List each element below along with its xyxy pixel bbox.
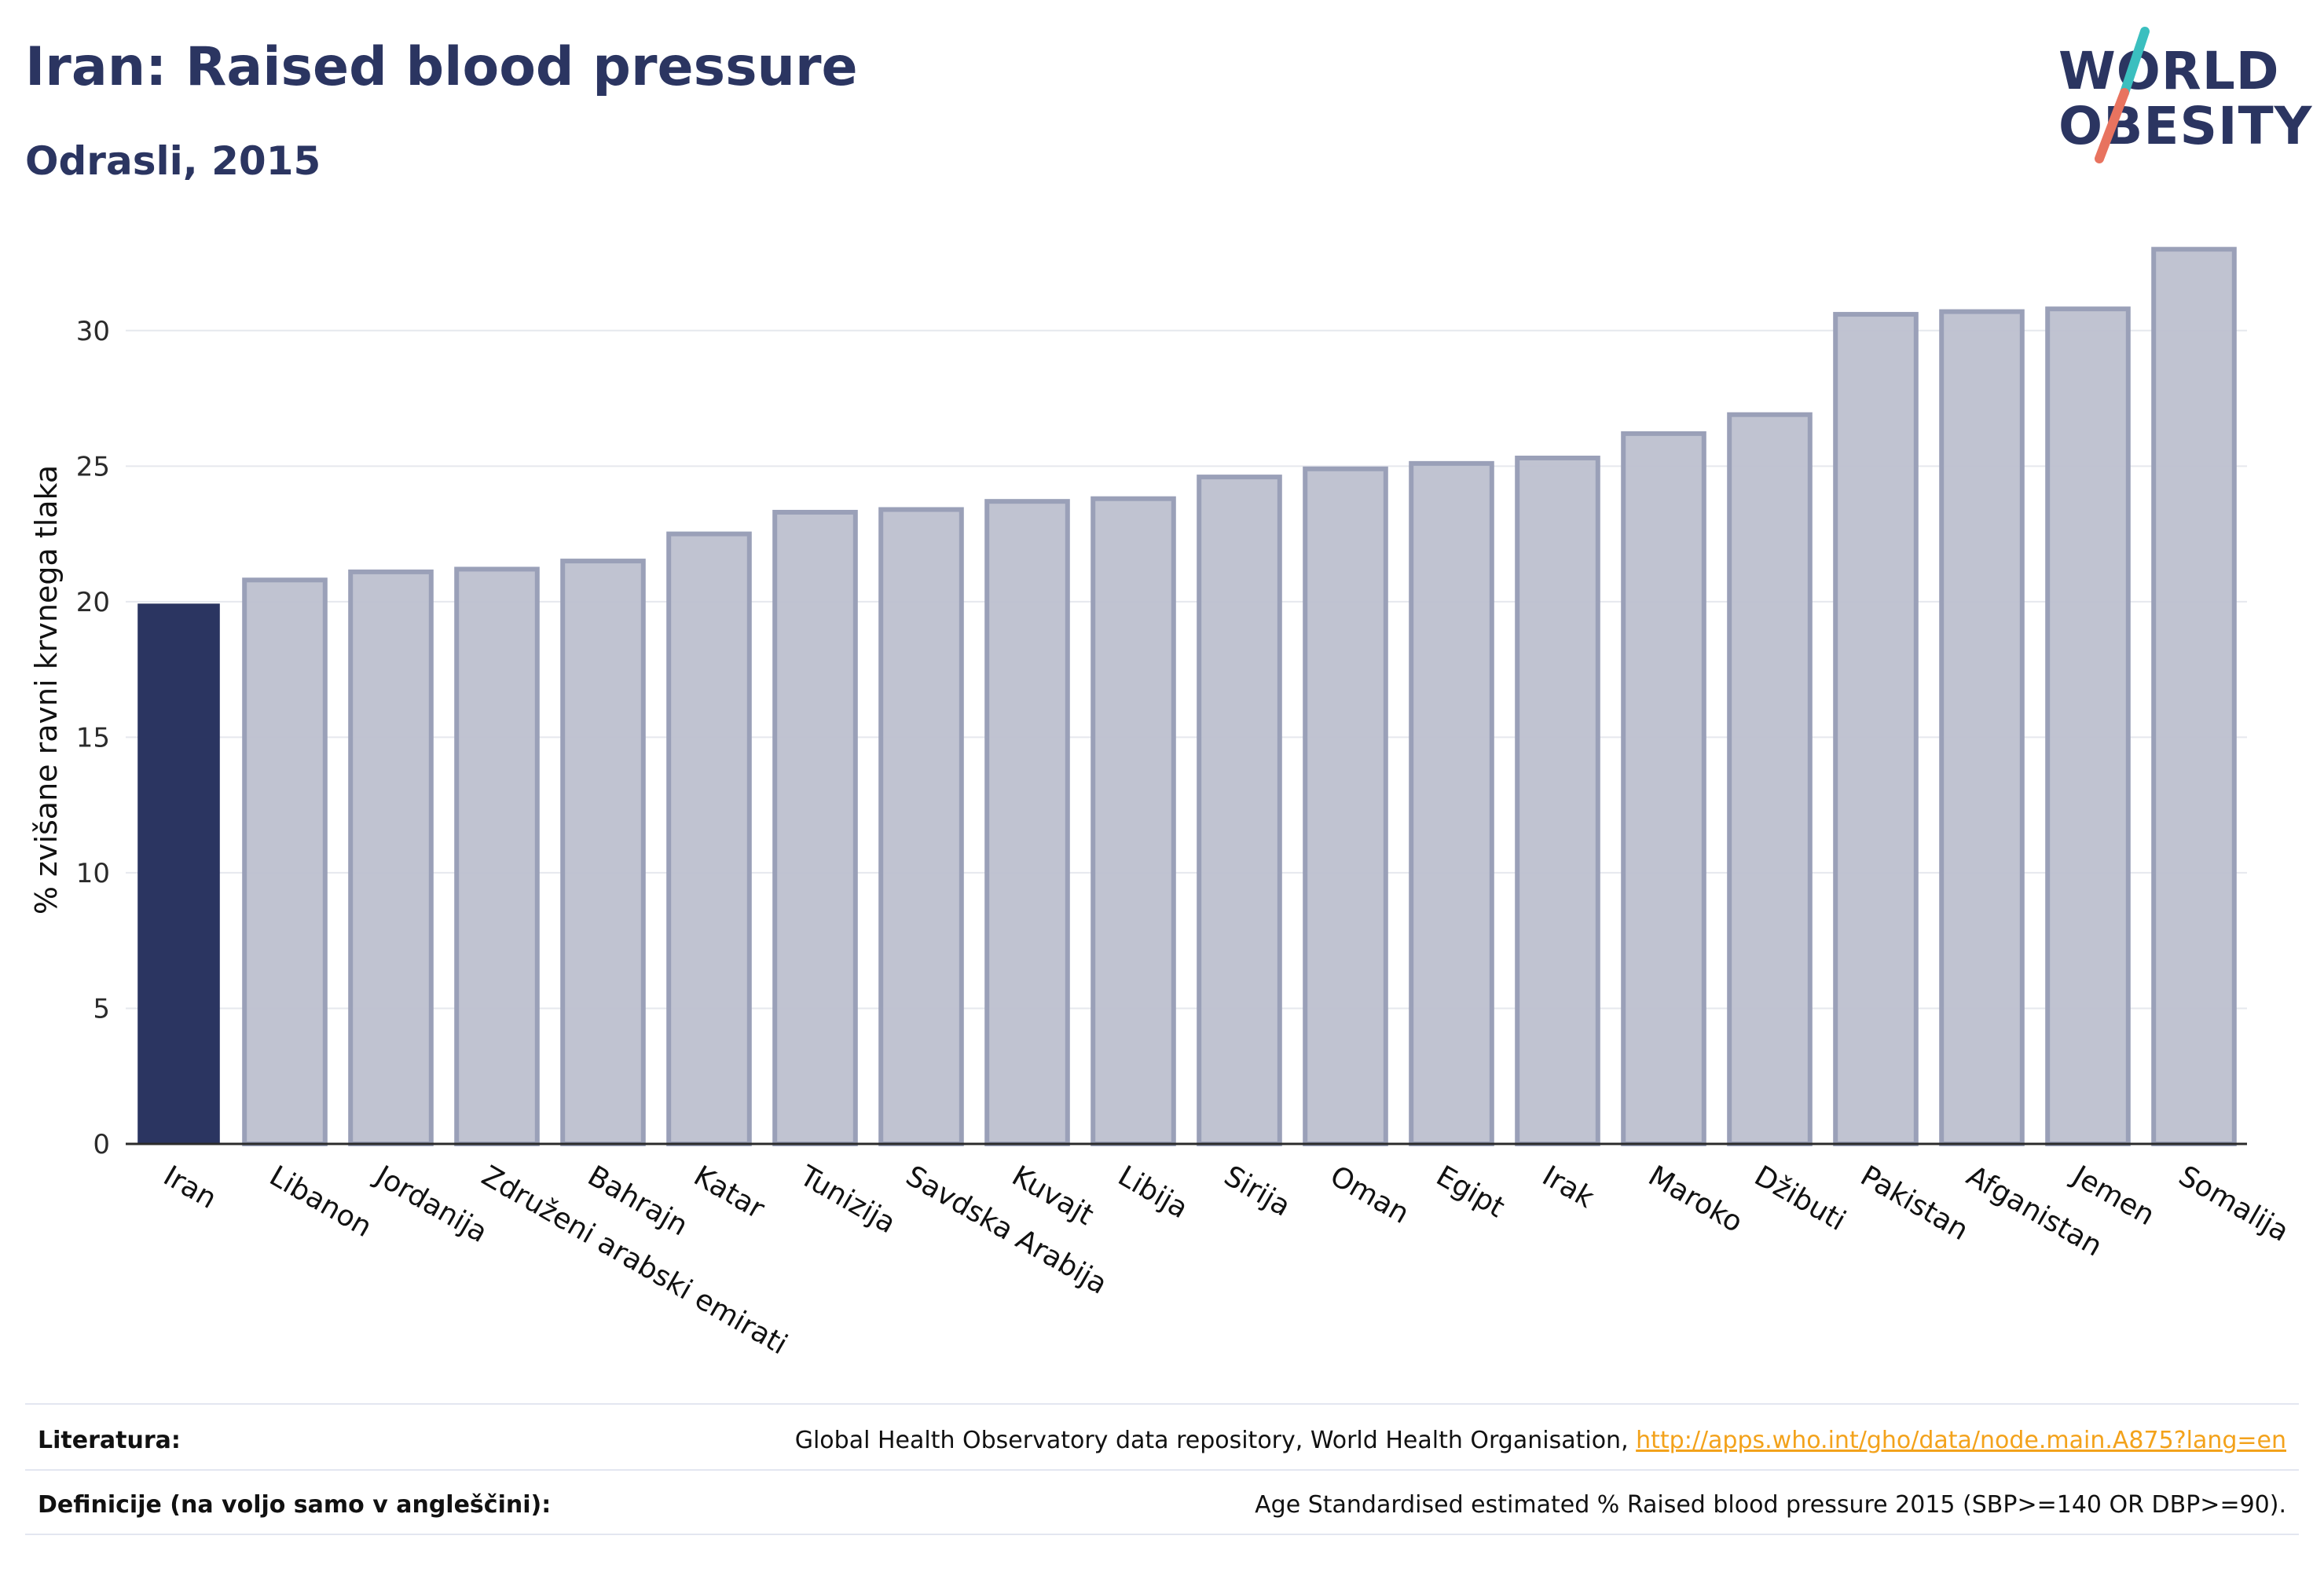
literature-label: Literatura: [38, 1427, 181, 1454]
x-tick-label: Džibuti [1749, 1160, 1851, 1237]
x-tick-label: Oman [1325, 1160, 1414, 1230]
chart-subtitle: Odrasli, 2015 [25, 138, 321, 184]
y-tick-label: 15 [76, 722, 110, 753]
y-axis-label: % zvišane ravni krvnega tlaka [29, 465, 64, 914]
bar-libija [1091, 496, 1176, 1146]
x-tick-label: Iran [158, 1160, 222, 1215]
x-tick-label: Somalija [2173, 1160, 2294, 1248]
bar-egipt [1409, 460, 1494, 1146]
logo-slash-coral [2095, 88, 2129, 163]
x-tick-label: Maroko [1643, 1160, 1748, 1239]
footer-divider-bottom [25, 1534, 2299, 1535]
y-tick-label: 0 [93, 1129, 110, 1160]
chart-title: Iran: Raised blood pressure [25, 36, 858, 98]
logo-line-1: WORLD [2058, 41, 2280, 101]
x-tick-label: Libanon [264, 1160, 377, 1244]
x-tick-label: Libija [1113, 1160, 1193, 1225]
bar-iran [137, 603, 220, 1145]
definitions-value: Age Standardised estimated % Raised bloo… [1255, 1491, 2286, 1519]
bar-jemen [2045, 306, 2131, 1146]
bar-kuvajt [984, 499, 1070, 1146]
literature-text: Global Health Observatory data repositor… [794, 1427, 1637, 1454]
bar-libanon [242, 577, 328, 1146]
footer-divider-top [25, 1403, 2299, 1405]
bar-maroko [1621, 431, 1706, 1146]
bar-jordanija [348, 569, 434, 1146]
bar-irak [1515, 455, 1600, 1146]
bar-sirija [1197, 475, 1282, 1146]
world-obesity-logo: WORLD OBESITY [2043, 24, 2311, 173]
bar-džibuti [1727, 412, 1813, 1146]
x-tick-label: Katar [688, 1160, 770, 1226]
literature-row: Literatura: Global Health Observatory da… [25, 1427, 2299, 1458]
x-tick-label: Pakistan [1855, 1160, 1974, 1247]
bar-pakistan [1833, 312, 1919, 1146]
bar-chart: 0 5 10 15 20 25 30 % zvišane ravni krvnega tlak… [29, 247, 2294, 1362]
y-tick-label: 5 [93, 993, 110, 1024]
footer-divider-middle [25, 1469, 2299, 1471]
bar-savdska-arabija [878, 507, 964, 1146]
bar-somalija [2151, 247, 2237, 1146]
x-tick-label: Irak [1537, 1160, 1600, 1215]
logo-slash-icon [2095, 27, 2150, 163]
logo-slash-teal [2120, 27, 2150, 97]
literature-value: Global Health Observatory data repositor… [795, 1427, 2286, 1454]
bar-bahrajn [560, 559, 646, 1146]
bar-afganistan [1939, 309, 2025, 1147]
y-tick-label: 20 [76, 587, 110, 618]
x-tick-label: Egipt [1431, 1160, 1510, 1224]
x-tick-label: Sirija [1219, 1160, 1296, 1222]
bar-oman [1303, 466, 1388, 1146]
x-tick-label: Jordanija [368, 1159, 493, 1249]
literature-link[interactable]: http://apps.who.int/gho/data/node.main.A… [1636, 1427, 2286, 1454]
bar-tunizija [772, 509, 858, 1146]
x-tick-label: Tunizija [794, 1160, 901, 1241]
bar-katar [666, 531, 752, 1146]
bar-združeni-arabski-emirati [454, 566, 540, 1146]
definitions-row: Definicije (na voljo samo v angleščini):… [25, 1491, 2299, 1523]
y-tick-label: 10 [76, 858, 110, 889]
y-tick-label: 25 [76, 451, 110, 482]
y-tick-label: 30 [76, 316, 110, 347]
definitions-label: Definicije (na voljo samo v angleščini): [38, 1491, 552, 1519]
